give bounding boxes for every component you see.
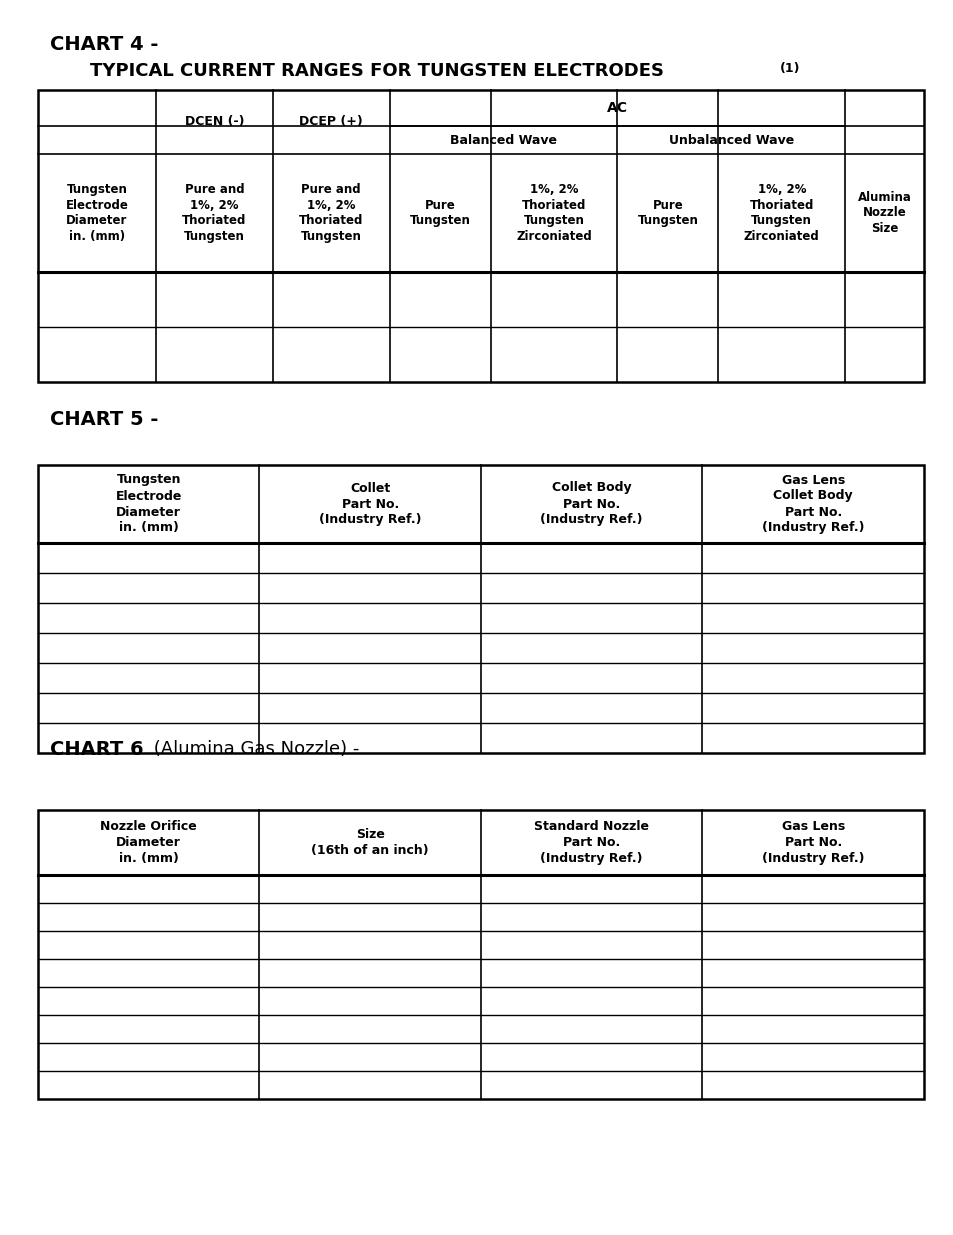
Bar [38, 90, 923, 382]
Text: CHART 5 -: CHART 5 - [50, 410, 158, 429]
Text: 1%, 2%
Thoriated
Tungsten
Zirconiated: 1%, 2% Thoriated Tungsten Zirconiated [516, 183, 592, 243]
Text: Gas Lens
Collet Body
Part No.
(Industry Ref.): Gas Lens Collet Body Part No. (Industry … [761, 473, 863, 535]
Text: Unbalanced Wave: Unbalanced Wave [668, 133, 793, 147]
Text: Balanced Wave: Balanced Wave [450, 133, 557, 147]
Text: Pure
Tungsten: Pure Tungsten [637, 199, 698, 227]
Text: Collet Body
Part No.
(Industry Ref.): Collet Body Part No. (Industry Ref.) [540, 482, 642, 526]
Bar [38, 466, 923, 753]
Text: Collet
Part No.
(Industry Ref.): Collet Part No. (Industry Ref.) [318, 482, 421, 526]
Text: CHART 6: CHART 6 [50, 740, 144, 760]
Text: DCEN (-): DCEN (-) [184, 116, 244, 128]
Text: Alumina
Nozzle
Size: Alumina Nozzle Size [857, 191, 910, 235]
Text: (Alumina Gas Nozzle) -: (Alumina Gas Nozzle) - [148, 740, 359, 758]
Text: Nozzle Orifice
Diameter
in. (mm): Nozzle Orifice Diameter in. (mm) [100, 820, 197, 864]
Text: Tungsten
Electrode
Diameter
in. (mm): Tungsten Electrode Diameter in. (mm) [115, 473, 182, 535]
Text: DCEP (+): DCEP (+) [299, 116, 363, 128]
Text: TYPICAL CURRENT RANGES FOR TUNGSTEN ELECTRODES: TYPICAL CURRENT RANGES FOR TUNGSTEN ELEC… [90, 62, 663, 80]
Bar [38, 810, 923, 1099]
Text: Pure
Tungsten: Pure Tungsten [410, 199, 470, 227]
Text: Tungsten
Electrode
Diameter
in. (mm): Tungsten Electrode Diameter in. (mm) [66, 183, 129, 243]
Text: CHART 4 -: CHART 4 - [50, 35, 158, 54]
Text: Gas Lens
Part No.
(Industry Ref.): Gas Lens Part No. (Industry Ref.) [761, 820, 863, 864]
Text: Size
(16th of an inch): Size (16th of an inch) [311, 827, 429, 857]
Text: Standard Nozzle
Part No.
(Industry Ref.): Standard Nozzle Part No. (Industry Ref.) [534, 820, 649, 864]
Text: 1%, 2%
Thoriated
Tungsten
Zirconiated: 1%, 2% Thoriated Tungsten Zirconiated [743, 183, 819, 243]
Text: (1): (1) [780, 62, 800, 75]
Text: AC: AC [606, 101, 627, 115]
Text: Pure and
1%, 2%
Thoriated
Tungsten: Pure and 1%, 2% Thoriated Tungsten [182, 183, 246, 243]
Text: Pure and
1%, 2%
Thoriated
Tungsten: Pure and 1%, 2% Thoriated Tungsten [298, 183, 363, 243]
